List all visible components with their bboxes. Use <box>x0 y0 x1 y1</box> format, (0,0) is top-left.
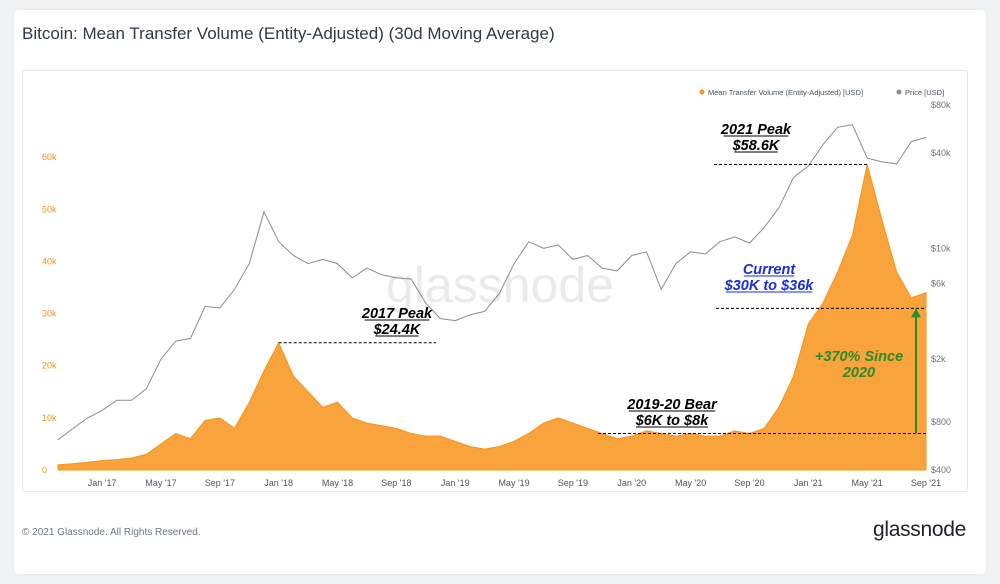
brand-logo: glassnode <box>872 518 966 541</box>
bear2019-label-line: 2019-20 Bear <box>626 397 718 413</box>
footer-copyright: © 2021 Glassnode. All Rights Reserved. <box>22 527 201 538</box>
y-left-tick-label: 20k <box>42 361 57 371</box>
legend-volume-label: Mean Transfer Volume (Entity-Adjusted) [… <box>708 88 863 97</box>
x-tick-label: Sep '20 <box>734 478 764 488</box>
current-label-line: Current <box>743 262 797 278</box>
y-right-tick-label: $800 <box>931 417 951 427</box>
growth-label-line: +370% Since <box>815 349 903 365</box>
peak2017-label-line: $24.4K <box>373 322 422 338</box>
x-tick-label: May '18 <box>322 478 353 488</box>
legend-volume-dot <box>699 89 705 95</box>
x-tick-label: May '21 <box>852 478 883 488</box>
y-right-tick-label: $400 <box>931 465 951 475</box>
y-right-tick-label: $6k <box>931 278 946 288</box>
x-tick-label: May '19 <box>498 478 529 488</box>
peak2021-label-line: $58.6K <box>732 138 781 154</box>
x-tick-label: Jan '18 <box>264 478 293 488</box>
x-tick-label: Jan '20 <box>617 478 646 488</box>
y-left-tick-label: 60k <box>42 152 57 162</box>
y-right-tick-label: $80k <box>931 100 951 110</box>
plot-frame <box>22 70 968 492</box>
x-tick-label: Sep '17 <box>205 478 235 488</box>
volume-area <box>57 164 927 471</box>
y-left-tick-label: 40k <box>42 256 57 266</box>
current-label-line: $30K to $36k <box>724 278 815 294</box>
growth-arrow-head <box>911 308 921 318</box>
peak2021-label-line: 2021 Peak <box>720 122 792 138</box>
x-tick-label: Jan '19 <box>441 478 470 488</box>
x-tick-label: Jan '17 <box>88 478 117 488</box>
y-left-tick-label: 30k <box>42 309 57 319</box>
x-tick-label: May '17 <box>145 478 176 488</box>
peak2017-label-line: 2017 Peak <box>361 306 433 322</box>
x-tick-label: Sep '21 <box>911 478 941 488</box>
x-tick-label: Sep '18 <box>381 478 411 488</box>
y-left-tick-label: 10k <box>42 413 57 423</box>
chart-title: Bitcoin: Mean Transfer Volume (Entity-Ad… <box>22 24 555 43</box>
y-right-tick-label: $10k <box>931 243 951 253</box>
legend-price-dot <box>896 89 902 95</box>
x-tick-label: May '20 <box>675 478 706 488</box>
bear2019-label-line: $6K to $8k <box>635 413 709 429</box>
x-tick-label: Jan '21 <box>794 478 823 488</box>
legend-price-label: Price [USD] <box>905 88 944 97</box>
watermark: glassnode <box>386 257 614 313</box>
y-left-tick-label: 0 <box>42 465 47 475</box>
price-line <box>57 124 927 441</box>
y-right-tick-label: $40k <box>931 148 951 158</box>
growth-label-line: 2020 <box>842 365 875 381</box>
x-tick-label: Sep '19 <box>558 478 588 488</box>
y-right-tick-label: $2k <box>931 354 946 364</box>
y-left-tick-label: 50k <box>42 204 57 214</box>
